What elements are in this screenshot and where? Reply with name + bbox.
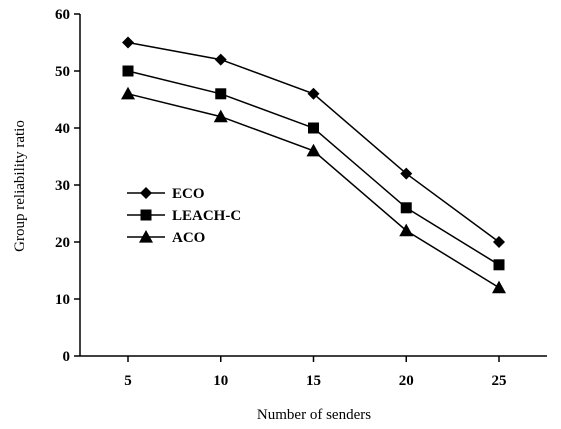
data-point-eco: [214, 53, 227, 66]
data-point-aco: [306, 143, 321, 157]
data-point-leach-c: [308, 122, 319, 134]
data-point-leach-c: [400, 202, 412, 214]
legend-marker-aco: [139, 230, 153, 243]
series-layer: [121, 36, 506, 294]
legend-label: ECO: [172, 186, 205, 202]
data-point-eco: [307, 87, 320, 100]
y-axis-title: Group reliability ratio: [12, 120, 28, 252]
x-tick-label: 25: [492, 373, 507, 389]
data-point-aco: [399, 223, 414, 237]
legend-marker-leach-c: [140, 209, 152, 221]
data-point-aco: [492, 280, 506, 294]
y-tick-group: 0 10 20 30 40 50 60: [55, 7, 80, 365]
series-leach-c: [122, 65, 505, 271]
data-point-eco: [122, 36, 134, 49]
x-tick-label: 10: [213, 373, 228, 389]
y-tick-label: 40: [55, 121, 70, 137]
chart-axes: [79, 14, 547, 357]
y-tick-label: 30: [55, 178, 70, 194]
x-tick-label: 15: [306, 373, 321, 389]
legend-marker-eco: [140, 187, 152, 199]
legend: ECO LEACH-C ACO: [127, 186, 241, 246]
x-tick-group: 5 10 15 20 25: [124, 356, 507, 389]
legend-label: ACO: [172, 230, 205, 246]
x-axis-title: Number of senders: [257, 407, 371, 423]
data-point-aco: [213, 109, 228, 123]
y-tick-label: 50: [55, 64, 70, 80]
legend-item-eco: ECO: [127, 186, 205, 202]
legend-label: LEACH-C: [172, 208, 241, 224]
data-point-leach-c: [215, 88, 227, 100]
legend-item-leach-c: LEACH-C: [127, 208, 241, 224]
data-point-leach-c: [122, 65, 134, 77]
x-tick-label: 20: [399, 373, 414, 389]
y-tick-label: 20: [55, 235, 70, 251]
y-tick-label: 60: [55, 7, 70, 23]
y-tick-label: 0: [63, 349, 71, 365]
data-point-aco: [121, 86, 135, 100]
data-point-leach-c: [493, 259, 505, 271]
x-tick-label: 5: [124, 373, 132, 389]
y-tick-label: 10: [55, 292, 70, 308]
data-point-eco: [400, 167, 413, 180]
legend-item-aco: ACO: [127, 230, 205, 246]
data-point-eco: [493, 236, 505, 248]
series-eco: [122, 36, 505, 248]
series-aco: [121, 86, 506, 294]
